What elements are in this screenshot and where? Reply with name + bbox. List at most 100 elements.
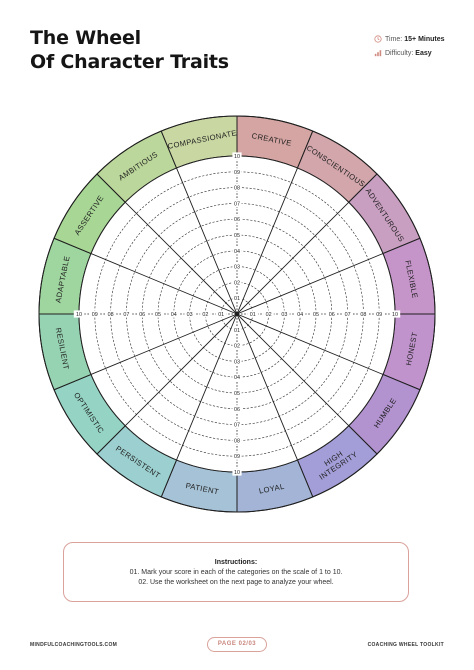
scale-label-bg: [232, 326, 242, 334]
scale-label-bg: [295, 310, 306, 318]
time-label: Time:: [385, 35, 403, 43]
scale-label-bg: [326, 310, 337, 318]
scale-label: 07: [123, 312, 129, 318]
scale-label-bg: [73, 310, 85, 318]
scale-label-bg: [232, 452, 242, 460]
spoke-line: [236, 313, 350, 427]
scale-label-bg: [263, 310, 274, 318]
clock-icon: [374, 35, 382, 43]
instruction-step-1: 01. Mark your score in each of the categ…: [129, 569, 343, 576]
difficulty-row: Difficulty: Easy: [374, 46, 445, 60]
scale-label: 03: [187, 312, 193, 318]
spoke-line: [124, 201, 238, 315]
scale-label-bg: [232, 373, 242, 381]
title-line-1: The Wheel: [30, 27, 141, 49]
scale-label-bg: [232, 152, 242, 160]
scale-label: 10: [392, 312, 398, 318]
scale-label-bg: [310, 310, 322, 318]
scale-label: 02: [266, 312, 272, 318]
scale-label-bg: [374, 310, 385, 318]
scale-label-bg: [232, 436, 242, 444]
scale-label: 09: [234, 454, 240, 460]
scale-label: 05: [155, 312, 161, 318]
scale-label-bg: [232, 421, 242, 429]
scale-label-bg: [232, 199, 242, 207]
scale-label-bg: [168, 310, 179, 318]
scale-label: 05: [313, 312, 319, 318]
scale-label: 02: [202, 312, 208, 318]
scale-label: 05: [234, 391, 240, 397]
scale-label: 04: [171, 312, 177, 318]
scale-label-bg: [247, 310, 258, 318]
scale-label: 04: [297, 312, 303, 318]
activity-meta: Time: 15+ Minutes Difficulty: Easy: [374, 32, 445, 60]
scale-label: 09: [234, 170, 240, 176]
scale-label-bg: [232, 342, 242, 350]
scale-label-bg: [137, 310, 148, 318]
scale-label: 01: [218, 312, 224, 318]
scale-label: 10: [234, 470, 240, 476]
scale-label: 10: [76, 312, 82, 318]
scale-label-bg: [389, 310, 401, 318]
footer-toolkit: COACHING WHEEL TOOLKIT: [367, 642, 444, 648]
spoke-line: [236, 167, 298, 315]
scale-label-bg: [232, 263, 242, 271]
scale-label: 01: [234, 328, 240, 334]
scale-label-bg: [89, 310, 100, 318]
instructions-box: Instructions: 01. Mark your score in eac…: [63, 542, 409, 602]
scale-label-bg: [342, 310, 353, 318]
scale-label: 03: [281, 312, 287, 318]
scale-label: 02: [234, 344, 240, 350]
scale-label-bg: [121, 310, 132, 318]
scale-label: 06: [139, 312, 145, 318]
scale-label-bg: [232, 215, 242, 223]
scale-label: 08: [234, 186, 240, 192]
spoke-line: [236, 313, 298, 461]
spoke-line: [90, 253, 238, 315]
page-indicator: PAGE 02/03: [207, 637, 267, 652]
scale-label-bg: [232, 184, 242, 192]
scale-label: 03: [234, 359, 240, 365]
scale-label-bg: [184, 310, 195, 318]
wheel-outer-border: [38, 115, 436, 513]
spoke-line: [124, 313, 238, 427]
scale-label-bg: [358, 310, 369, 318]
footer-website: MINDFULCOACHINGTOOLS.COM: [30, 642, 118, 648]
scale-label-bg: [105, 310, 116, 318]
spoke-line: [236, 313, 384, 375]
scale-label: 01: [234, 296, 240, 302]
scale-label: 08: [108, 312, 114, 318]
scale-label: 05: [234, 233, 240, 239]
scale-labels: 01 02 03 04 05 06 07 08 09 10 01 02 03 04 05 06 07 08 09 10…: [73, 152, 401, 476]
spoke-line: [176, 313, 238, 461]
scale-label-bg: [232, 294, 242, 302]
spoke-line: [236, 253, 384, 315]
scale-label: 07: [234, 423, 240, 429]
scale-label: 08: [234, 438, 240, 444]
spoke-line: [90, 313, 238, 375]
scale-label-bg: [216, 310, 227, 318]
wheel-center-dot: [234, 311, 240, 317]
character-wheel: CREATIVECONSCIENTIOUSADVENTUROUSFLEXIBLE…: [38, 115, 436, 513]
scale-label-bg: [232, 168, 242, 176]
page-title: The Wheel Of Character Traits: [30, 26, 229, 74]
scale-label-bg: [232, 357, 242, 365]
scale-label-bg: [232, 389, 242, 397]
scale-label: 09: [376, 312, 382, 318]
spokes: [90, 167, 384, 461]
scale-label: 06: [234, 217, 240, 223]
scale-label: 01: [250, 312, 256, 318]
scale-label: 07: [345, 312, 351, 318]
difficulty-value: Easy: [415, 49, 432, 57]
bar-chart-icon: [374, 50, 382, 57]
trait-segments: CREATIVECONSCIENTIOUSADVENTUROUSFLEXIBLE…: [38, 115, 436, 513]
scale-label-bg: [232, 468, 242, 476]
scale-label: 08: [360, 312, 366, 318]
scale-label-bg: [232, 405, 242, 413]
scale-label: 09: [92, 312, 98, 318]
instructions-title: Instructions:: [214, 559, 258, 566]
scale-label: 06: [329, 312, 335, 318]
scale-label-bg: [232, 278, 242, 286]
spoke-line: [176, 167, 238, 315]
difficulty-label: Difficulty:: [385, 49, 414, 57]
